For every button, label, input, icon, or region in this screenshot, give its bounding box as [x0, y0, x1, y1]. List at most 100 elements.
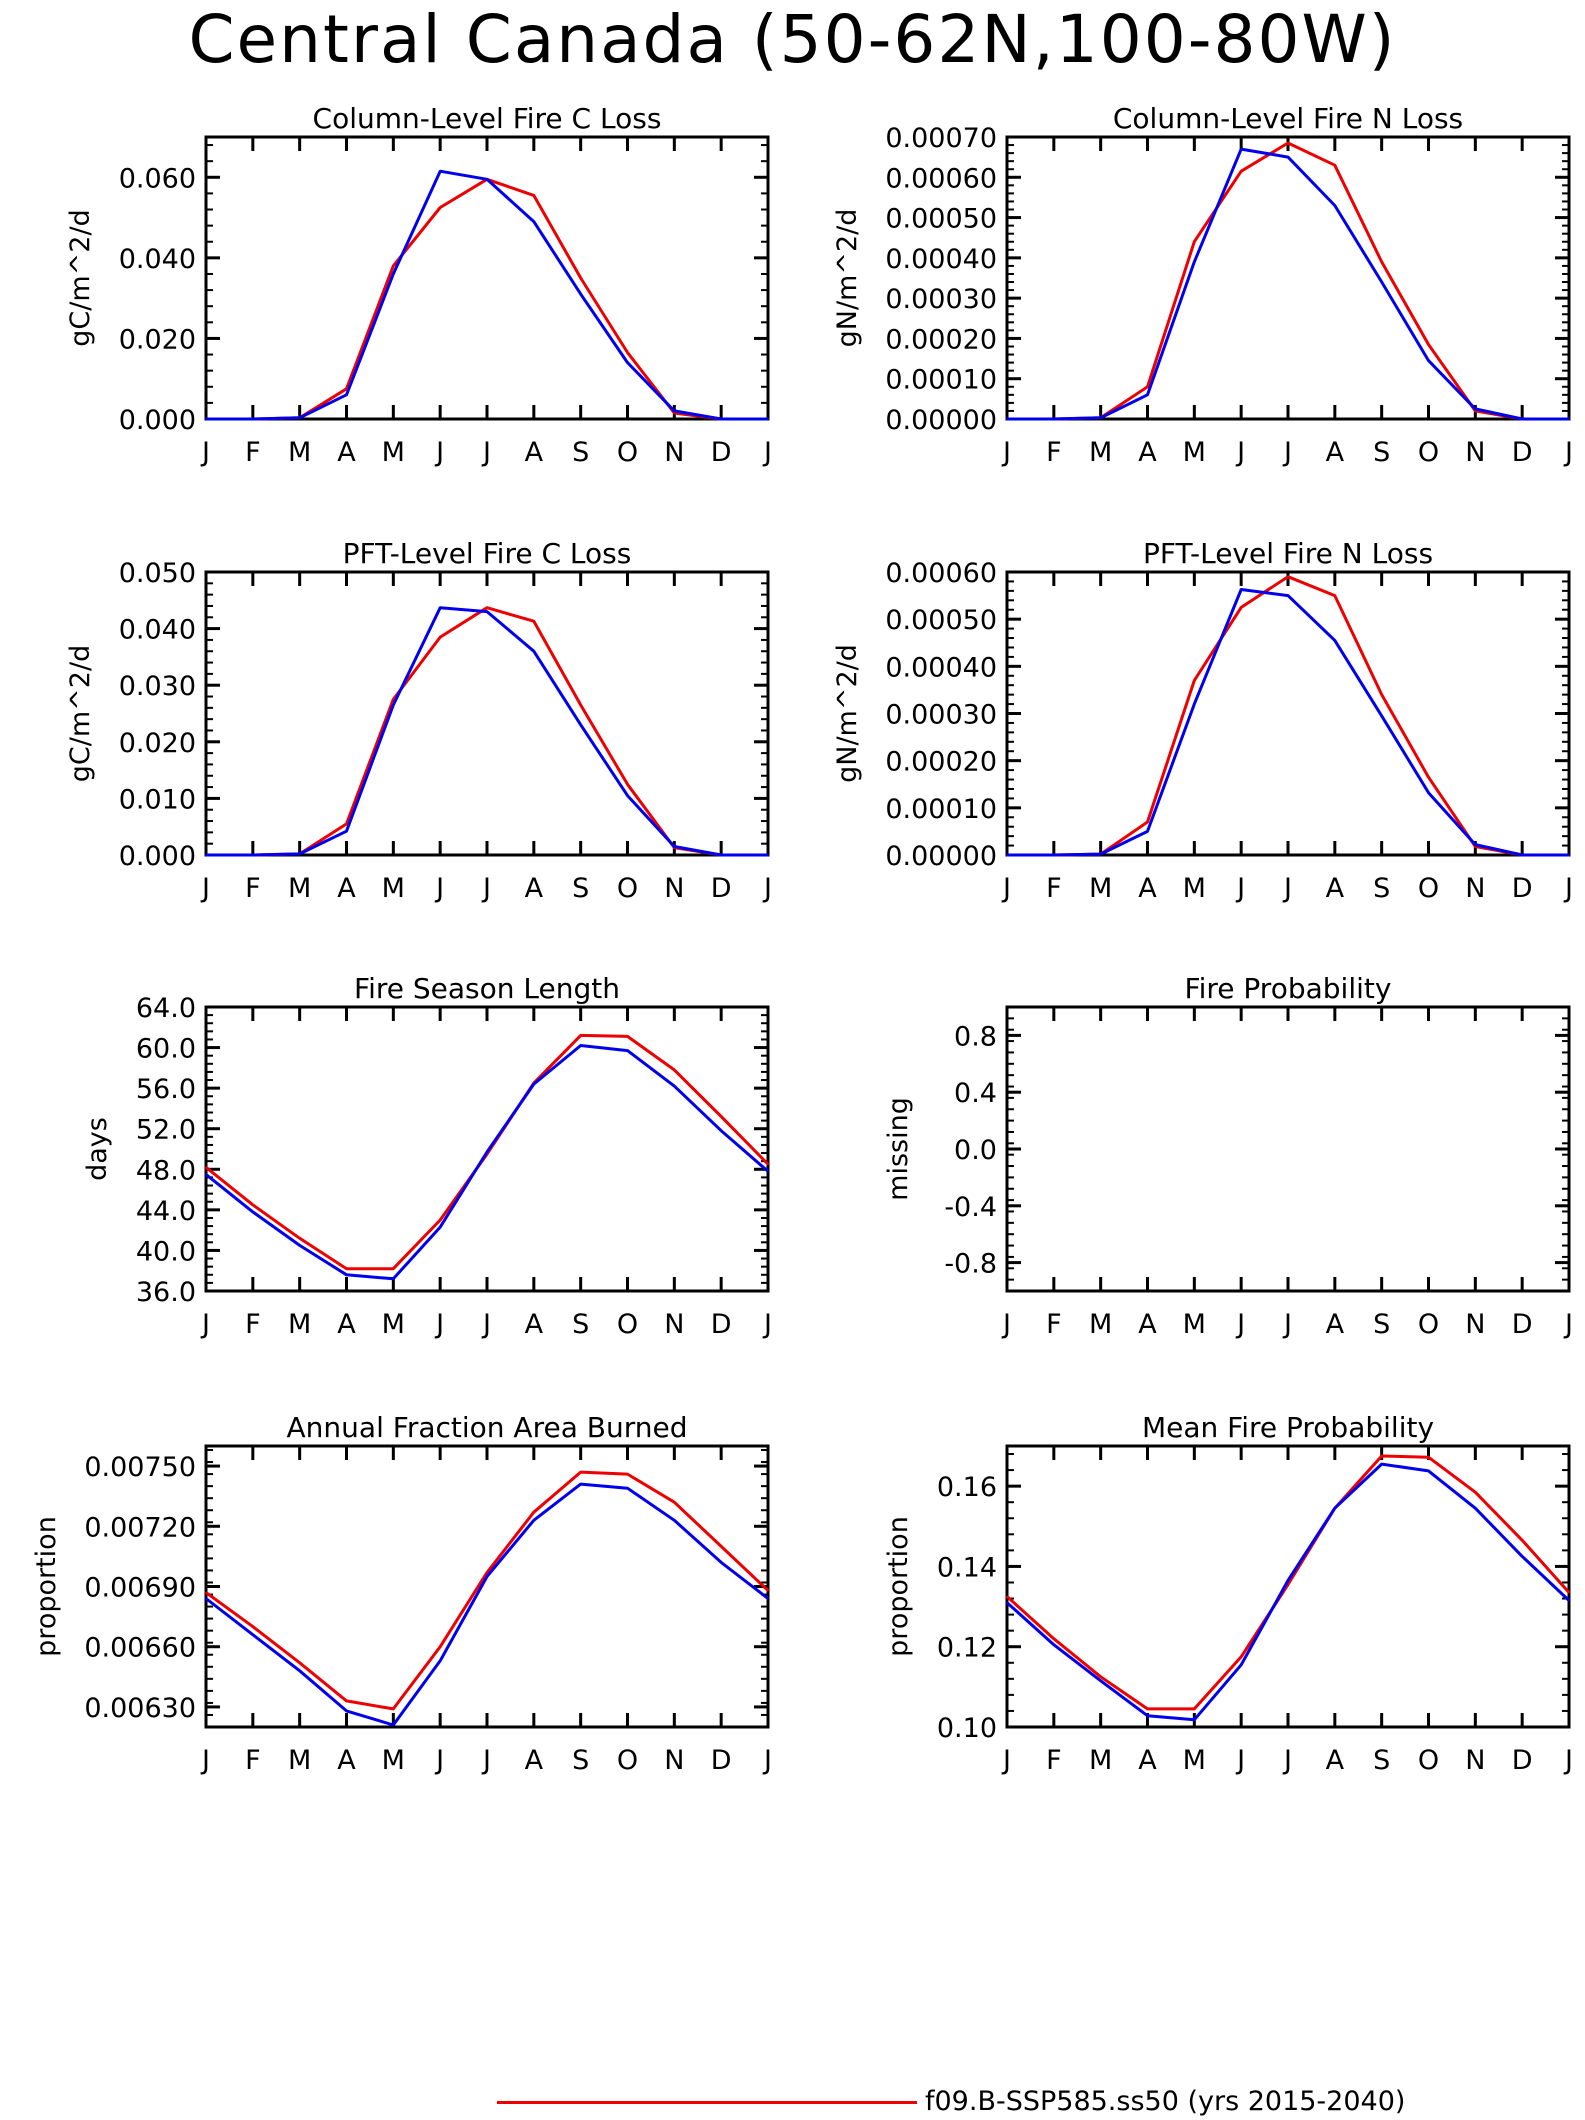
data-point [392, 1278, 395, 1280]
y-tick-label: 60.0 [136, 1034, 196, 1065]
panel-1: J F M A M J J A S O N D J0.0000.0200.0400.060Column-… [65, 102, 772, 468]
y-tick-label: 0.00030 [885, 700, 997, 731]
y-tick-label: 0.030 [119, 671, 196, 702]
y-tick-label: 0.00660 [84, 1633, 196, 1664]
x-tick-label: J [1563, 873, 1573, 904]
x-tick-label: M [1183, 873, 1206, 904]
y-tick-label: 0.060 [119, 163, 196, 194]
x-tick-label: A [1326, 1745, 1345, 1776]
data-point [673, 1501, 676, 1503]
legend-line-swatch [497, 2101, 917, 2104]
x-tick-label: J [1001, 437, 1011, 468]
data-point [1521, 1555, 1523, 1558]
data-point [720, 1561, 722, 1564]
data-point [205, 1591, 207, 1594]
x-tick-label: S [1373, 1745, 1390, 1776]
data-point [1099, 416, 1102, 419]
data-point [252, 1633, 254, 1636]
y-tick-label: 0.000 [119, 405, 196, 436]
x-tick-label: J [1001, 873, 1011, 904]
x-tick-label: J [1235, 873, 1245, 904]
plot-frame [1005, 135, 1571, 421]
panel-title: Fire Probability [1185, 972, 1392, 1005]
y-tick-label: -0.8 [944, 1249, 997, 1280]
panel-title: Mean Fire Probability [1142, 1411, 1434, 1444]
x-tick-label: J [762, 437, 772, 468]
data-point [1334, 639, 1336, 642]
panel-title: PFT-Level Fire N Loss [1143, 537, 1433, 570]
x-tick-label: M [382, 873, 405, 904]
data-point [1427, 791, 1430, 794]
data-point [1287, 156, 1289, 158]
series-line-2 [205, 1482, 769, 1727]
data-point [1568, 418, 1570, 420]
data-point [1334, 164, 1336, 166]
y-tick-label: 0.000 [119, 841, 196, 872]
data-point [392, 704, 395, 706]
data-point [579, 1034, 582, 1037]
x-tick-label: A [337, 1309, 356, 1340]
data-point [392, 265, 395, 267]
y-axis-label: gN/m^2/d [832, 644, 863, 783]
data-point [720, 1115, 722, 1118]
data-point [533, 220, 535, 223]
data-point [298, 1244, 301, 1247]
data-point [1006, 1601, 1008, 1604]
y-axis-label: proportion [31, 1516, 62, 1657]
y-axis-label: gN/m^2/d [832, 209, 863, 348]
y-tick-label: 0.8 [954, 1021, 997, 1052]
data-point [626, 1473, 629, 1475]
data-point [626, 361, 629, 364]
x-tick-label: S [572, 1309, 589, 1340]
data-point [1193, 703, 1196, 705]
data-point [1380, 1455, 1383, 1457]
x-tick-label: M [382, 437, 405, 468]
x-tick-label: D [1512, 873, 1533, 904]
x-tick-label: D [1512, 437, 1533, 468]
x-tick-label: J [762, 1309, 772, 1340]
data-point [1146, 830, 1149, 833]
data-point [252, 1625, 254, 1628]
data-point [392, 1724, 395, 1726]
data-point [767, 418, 769, 420]
data-point [252, 1203, 254, 1206]
data-point [1380, 693, 1383, 696]
x-tick-label: A [337, 1745, 356, 1776]
data-point [252, 418, 254, 420]
data-point [1240, 1663, 1242, 1666]
data-point [1334, 594, 1336, 597]
panel-title: Column-Level Fire N Loss [1113, 102, 1463, 135]
x-tick-label: S [572, 1745, 589, 1776]
data-point [1334, 204, 1336, 207]
x-tick-label: F [245, 1309, 261, 1340]
data-point [1006, 854, 1008, 856]
data-point [579, 293, 582, 295]
data-point [1193, 240, 1196, 243]
x-tick-label: J [1235, 1745, 1245, 1776]
x-tick-label: J [762, 1745, 772, 1776]
data-point [1287, 1579, 1289, 1582]
data-point [1427, 1456, 1430, 1459]
data-point [1193, 261, 1196, 263]
panel-title: Column-Level Fire C Loss [313, 102, 662, 135]
data-point [767, 1597, 769, 1600]
y-tick-label: 56.0 [136, 1074, 196, 1105]
x-tick-label: N [664, 1309, 684, 1340]
data-point [720, 418, 722, 420]
y-tick-label: 0.00020 [885, 747, 997, 778]
data-point [767, 854, 769, 856]
data-point [392, 698, 395, 701]
x-tick-label: J [1282, 437, 1292, 468]
data-point [205, 1173, 207, 1176]
data-point [205, 1166, 207, 1169]
x-tick-label: J [1563, 437, 1573, 468]
data-point [392, 273, 395, 275]
x-tick-label: N [664, 873, 684, 904]
y-tick-label: 0.00010 [885, 365, 997, 396]
x-tick-label: D [1512, 1309, 1533, 1340]
data-point [1006, 1595, 1008, 1598]
y-tick-label: 0.10 [937, 1713, 997, 1744]
y-tick-label: 0.00000 [885, 841, 997, 872]
x-tick-label: N [1465, 873, 1485, 904]
